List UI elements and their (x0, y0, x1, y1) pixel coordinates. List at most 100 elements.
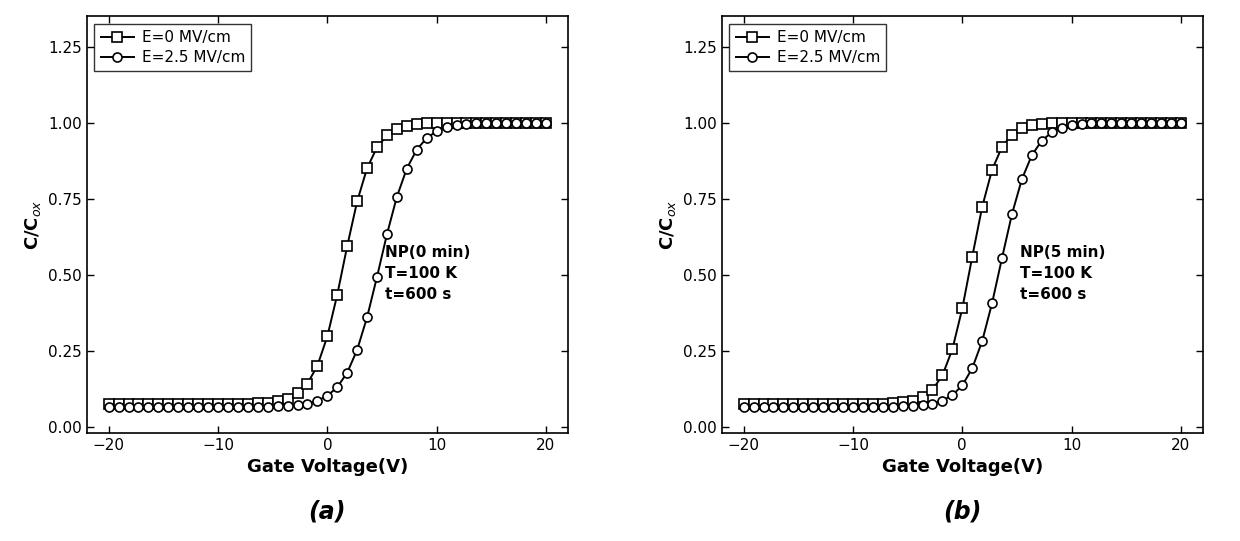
E=2.5 MV/cm (1074, 121, 1089, 127)
E=2.5 MV/cm (260, 404, 275, 410)
E=2.5 MV/cm (241, 404, 255, 410)
E=2.5 MV/cm (300, 400, 315, 407)
E=2.5 MV/cm (528, 120, 543, 126)
E=0 MV/cm (1163, 120, 1178, 126)
E=0 MV/cm (131, 401, 146, 407)
E=0 MV/cm (1123, 120, 1138, 126)
E=2.5 MV/cm (875, 404, 890, 410)
E=2.5 MV/cm (181, 404, 196, 410)
E=0 MV/cm (895, 399, 910, 406)
E=0 MV/cm (538, 120, 553, 126)
E=0 MV/cm (260, 399, 275, 406)
E=2.5 MV/cm (1163, 120, 1178, 126)
E=2.5 MV/cm (419, 135, 434, 141)
E=2.5 MV/cm (161, 404, 176, 410)
E=0 MV/cm (141, 401, 156, 407)
E=0 MV/cm (241, 400, 255, 407)
E=2.5 MV/cm (1014, 176, 1029, 182)
E=0 MV/cm (776, 401, 791, 407)
Legend: E=0 MV/cm, E=2.5 MV/cm: E=0 MV/cm, E=2.5 MV/cm (729, 24, 887, 71)
E=2.5 MV/cm (1133, 120, 1148, 126)
E=2.5 MV/cm (1094, 120, 1109, 126)
E=0 MV/cm (737, 401, 751, 407)
E=2.5 MV/cm (985, 300, 999, 306)
E=0 MV/cm (746, 401, 761, 407)
E=2.5 MV/cm (231, 404, 246, 410)
E=0 MV/cm (122, 401, 136, 407)
E=2.5 MV/cm (935, 398, 950, 404)
E=0 MV/cm (191, 401, 206, 407)
E=0 MV/cm (151, 401, 166, 407)
E=0 MV/cm (171, 401, 186, 407)
E=0 MV/cm (320, 333, 335, 340)
E=0 MV/cm (360, 165, 374, 171)
E=2.5 MV/cm (508, 120, 523, 126)
E=2.5 MV/cm (766, 404, 781, 410)
E=2.5 MV/cm (866, 404, 880, 410)
E=2.5 MV/cm (211, 404, 226, 410)
Y-axis label: C/C$_{ox}$: C/C$_{ox}$ (657, 199, 677, 250)
E=2.5 MV/cm (955, 382, 970, 388)
E=0 MV/cm (399, 123, 414, 129)
E=0 MV/cm (102, 401, 117, 407)
E=0 MV/cm (1054, 120, 1069, 126)
E=0 MV/cm (270, 398, 285, 405)
E=2.5 MV/cm (479, 120, 494, 127)
E=0 MV/cm (508, 120, 523, 126)
E=0 MV/cm (498, 120, 513, 126)
E=0 MV/cm (161, 401, 176, 407)
E=2.5 MV/cm (221, 404, 236, 410)
E=2.5 MV/cm (746, 404, 761, 410)
E=0 MV/cm (945, 346, 960, 353)
E=0 MV/cm (112, 401, 126, 407)
E=0 MV/cm (866, 400, 880, 407)
E=0 MV/cm (459, 120, 474, 126)
E=0 MV/cm (1004, 131, 1019, 138)
E=0 MV/cm (975, 204, 990, 210)
E=0 MV/cm (469, 120, 484, 126)
E=2.5 MV/cm (350, 347, 365, 353)
E=0 MV/cm (796, 401, 811, 407)
E=2.5 MV/cm (310, 398, 325, 404)
E=0 MV/cm (1133, 120, 1148, 126)
E=2.5 MV/cm (776, 404, 791, 410)
E=0 MV/cm (370, 144, 384, 150)
E=2.5 MV/cm (1153, 120, 1168, 126)
E=0 MV/cm (875, 400, 890, 407)
E=2.5 MV/cm (122, 404, 136, 410)
E=2.5 MV/cm (975, 338, 990, 345)
E=0 MV/cm (340, 243, 355, 249)
Line: E=2.5 MV/cm: E=2.5 MV/cm (104, 118, 551, 412)
E=0 MV/cm (985, 167, 999, 173)
E=0 MV/cm (836, 401, 851, 407)
E=0 MV/cm (1034, 121, 1049, 127)
Legend: E=0 MV/cm, E=2.5 MV/cm: E=0 MV/cm, E=2.5 MV/cm (94, 24, 252, 71)
E=2.5 MV/cm (885, 404, 900, 410)
E=2.5 MV/cm (498, 120, 513, 126)
E=2.5 MV/cm (459, 121, 474, 127)
E=2.5 MV/cm (1084, 120, 1099, 127)
E=0 MV/cm (231, 400, 246, 407)
E=0 MV/cm (965, 254, 980, 260)
E=2.5 MV/cm (518, 120, 533, 126)
E=2.5 MV/cm (1024, 152, 1039, 159)
E=0 MV/cm (806, 401, 821, 407)
E=0 MV/cm (310, 362, 325, 369)
E=0 MV/cm (925, 386, 940, 393)
E=2.5 MV/cm (945, 392, 960, 399)
E=0 MV/cm (1153, 120, 1168, 126)
E=2.5 MV/cm (826, 404, 841, 410)
E=2.5 MV/cm (796, 404, 811, 410)
E=0 MV/cm (756, 401, 771, 407)
E=2.5 MV/cm (330, 384, 345, 391)
E=0 MV/cm (479, 120, 494, 126)
E=2.5 MV/cm (915, 402, 930, 408)
E=2.5 MV/cm (201, 404, 216, 410)
E=2.5 MV/cm (1054, 124, 1069, 131)
E=2.5 MV/cm (379, 231, 394, 237)
E=2.5 MV/cm (1173, 120, 1188, 126)
E=0 MV/cm (419, 120, 434, 127)
E=0 MV/cm (201, 401, 216, 407)
E=2.5 MV/cm (895, 403, 910, 410)
E=0 MV/cm (766, 401, 781, 407)
